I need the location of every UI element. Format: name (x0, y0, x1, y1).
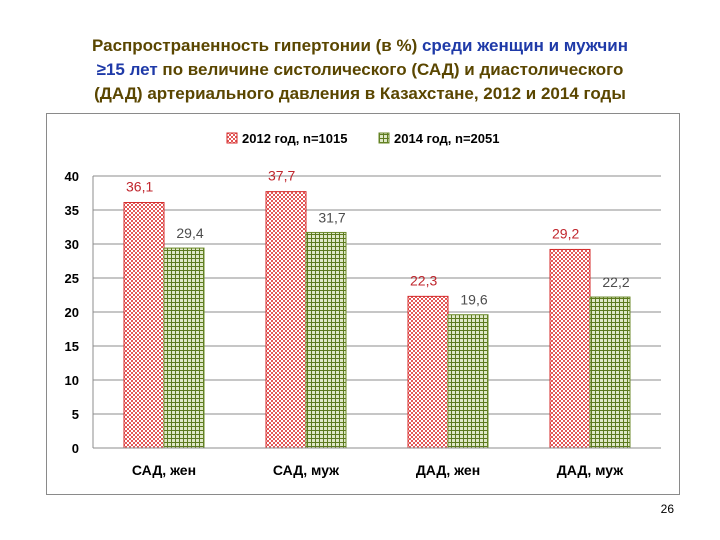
bar-2012-2 (265, 191, 307, 449)
y-tick-label: 5 (72, 407, 79, 422)
title-line3: (ДАД) артериального давления в Казахстан… (94, 84, 626, 103)
data-label-2014-3: 19,6 (460, 292, 487, 308)
bar-2012-1 (123, 202, 165, 449)
data-label-2012-4: 29,2 (552, 225, 579, 241)
page-number: 26 (660, 502, 674, 516)
legend-swatch-2014 (378, 132, 390, 144)
x-tick-label: САД, жен (132, 462, 196, 478)
bar-2014-3 (447, 314, 489, 449)
bar-2014-1 (163, 247, 205, 449)
legend-label-2012: 2012 год, n=1015 (242, 131, 347, 146)
data-label-2014-4: 22,2 (602, 274, 629, 290)
x-tick-label: ДАД, муж (557, 462, 624, 478)
data-label-2012-2: 37,7 (268, 168, 295, 184)
data-label-2012-3: 22,3 (410, 272, 437, 288)
chart-frame: 36,1 29,4 37,7 31,7 22,3 19,6 29,2 22,2 0 5 10 15 2… (46, 113, 680, 495)
legend-label-2014: 2014 год, n=2051 (394, 131, 499, 146)
legend-swatch-2012 (226, 132, 238, 144)
data-label-2014-1: 29,4 (176, 225, 203, 241)
bar-2014-4 (589, 296, 631, 449)
y-tick-label: 40 (65, 169, 79, 184)
y-tick-label: 10 (65, 373, 79, 388)
y-tick-label: 25 (65, 271, 79, 286)
data-label-2012-1: 36,1 (126, 179, 153, 195)
title-part2: среди женщин и мужчин (421, 36, 628, 55)
bar-2014-2 (305, 231, 347, 449)
bar-chart: 36,1 29,4 37,7 31,7 22,3 19,6 29,2 22,2 0 5 10 15 2… (65, 131, 661, 478)
slide-title: Распространенность гипертонии (в %) сред… (20, 34, 700, 106)
data-label-2014-2: 31,7 (318, 209, 345, 225)
y-tick-label: 15 (65, 339, 79, 354)
title-line2: ≥15 лет (96, 60, 158, 79)
x-tick-label: ДАД, жен (416, 462, 480, 478)
x-tick-label: САД, муж (273, 462, 340, 478)
bar-2012-4 (549, 248, 591, 449)
y-tick-label: 30 (65, 237, 79, 252)
title-part1: Распространенность гипертонии (в %) (92, 36, 422, 55)
y-tick-label: 0 (72, 441, 79, 456)
y-tick-label: 20 (65, 305, 79, 320)
bar-2012-3 (407, 295, 449, 449)
y-tick-label: 35 (65, 203, 79, 218)
title-line2-rest: по величине систолического (САД) и диаст… (157, 60, 624, 79)
